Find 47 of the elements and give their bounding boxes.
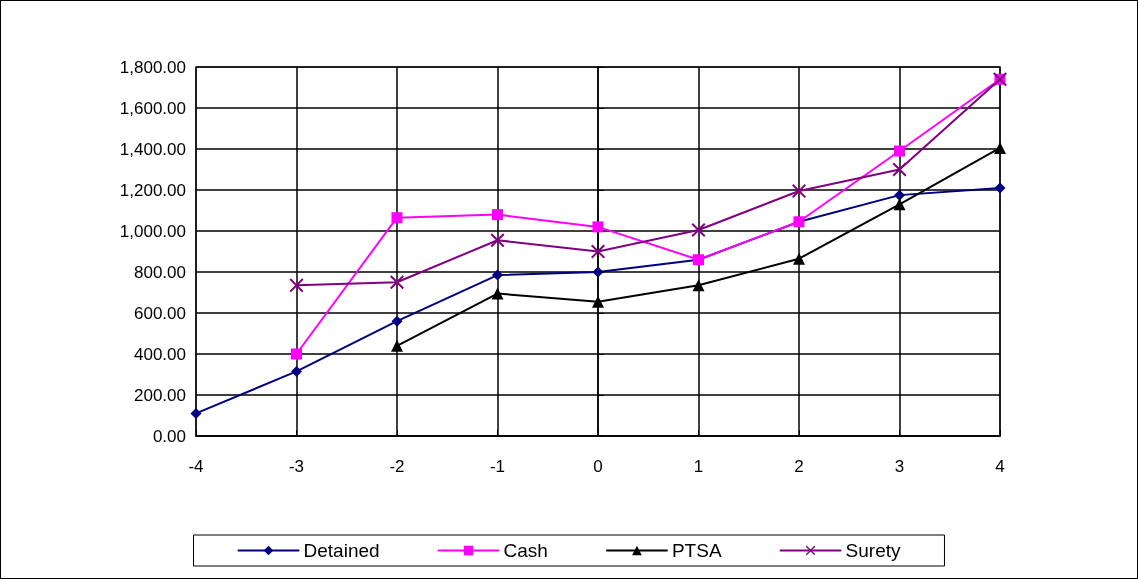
point — [291, 365, 302, 377]
x-tick-label: 0 — [593, 457, 603, 476]
y-tick-label: 1,600.00 — [119, 98, 186, 118]
point — [391, 212, 403, 224]
point — [592, 295, 604, 308]
point — [492, 209, 503, 221]
point — [291, 348, 302, 360]
y-tick-label: 1,800.00 — [119, 57, 186, 77]
point — [692, 279, 705, 292]
point — [894, 145, 905, 157]
y-tick-label: 200.00 — [134, 385, 186, 405]
point — [793, 252, 805, 265]
point — [892, 162, 907, 177]
y-tick-label: 1,200.00 — [119, 180, 186, 200]
legend-label: Detained — [303, 540, 380, 561]
point — [492, 269, 503, 281]
x-tick-label: -2 — [389, 457, 405, 476]
legend-label: PTSA — [671, 540, 722, 561]
legend-label: Cash — [503, 540, 548, 561]
point — [994, 141, 1006, 154]
y-tick-label: 0.00 — [152, 426, 186, 446]
x-tick-label: 3 — [894, 457, 905, 476]
point — [391, 339, 403, 352]
x-tick-label: 4 — [995, 457, 1005, 476]
legend-label: Surety — [845, 540, 901, 561]
point — [190, 407, 202, 419]
point — [491, 287, 504, 300]
point — [893, 198, 906, 211]
point — [390, 275, 404, 290]
x-tick-label: -4 — [188, 457, 204, 476]
y-tick-label: 1,000.00 — [119, 221, 186, 241]
point — [592, 221, 604, 233]
y-tick-label: 600.00 — [134, 303, 186, 323]
y-tick-label: 400.00 — [134, 344, 186, 364]
x-tick-label: 2 — [794, 457, 804, 476]
y-tick-label: 800.00 — [134, 262, 186, 282]
x-tick-label: -1 — [489, 457, 506, 476]
point — [894, 189, 905, 201]
y-tick-label: 1,400.00 — [119, 139, 186, 159]
point — [391, 315, 403, 327]
point — [994, 182, 1006, 194]
point — [289, 278, 304, 293]
point — [592, 266, 604, 278]
point — [490, 233, 505, 248]
point — [792, 184, 806, 199]
x-tick-label: -3 — [288, 457, 305, 476]
x-tick-label: 1 — [693, 457, 704, 476]
